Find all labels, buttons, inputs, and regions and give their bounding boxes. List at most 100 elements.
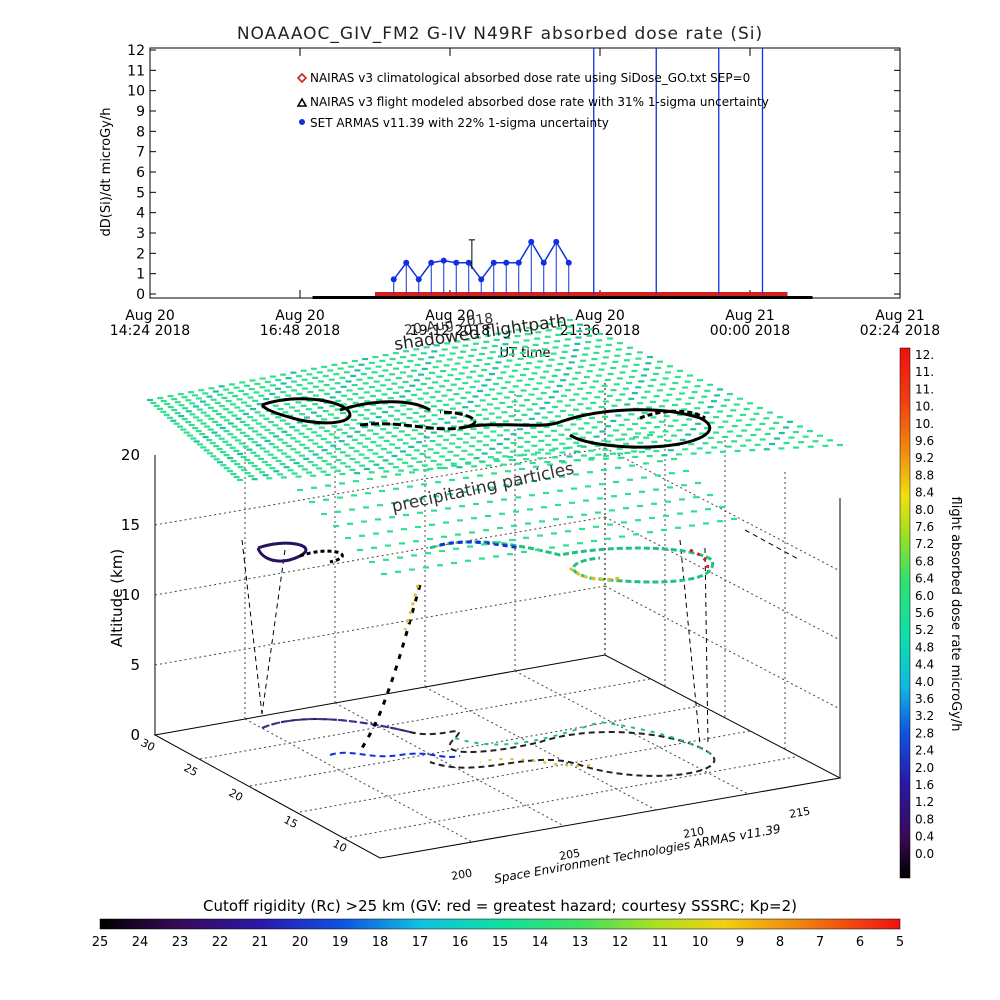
bottom-colorbar-tick: 11 xyxy=(652,935,669,950)
svg-text:10: 10 xyxy=(331,837,349,855)
x-tick-label-time: 16:48 2018 xyxy=(260,323,340,339)
svg-text:215: 215 xyxy=(788,805,811,821)
floor-x-ticks: 30 25 20 15 10 xyxy=(139,736,349,855)
bottom-colorbar-tick: 12 xyxy=(612,935,629,950)
right-colorbar-tick: 7.2 xyxy=(915,537,934,551)
y-tick-label: 12 xyxy=(127,43,145,59)
y-tick-label: 0 xyxy=(136,287,145,303)
right-colorbar-tick: 2.4 xyxy=(915,744,934,758)
right-colorbar-tick: 2.0 xyxy=(915,761,934,775)
right-colorbar-tick: 6.4 xyxy=(915,572,934,586)
bottom-colorbar-tick: 19 xyxy=(332,935,349,950)
y-tick-label: 2 xyxy=(136,246,145,262)
right-colorbar-tick: 8.8 xyxy=(915,468,934,482)
floor-flightpath xyxy=(261,718,716,777)
right-colorbar-tick: 5.6 xyxy=(915,606,934,620)
legend-item-3: SET ARMAS v11.39 with 22% 1-sigma uncert… xyxy=(310,116,609,130)
svg-text:210: 210 xyxy=(682,825,705,841)
x-tick-label-date: Aug 20 xyxy=(425,308,475,324)
svg-text:25: 25 xyxy=(182,761,200,779)
legend-circle-icon xyxy=(299,119,305,125)
x-tick-label-date: Aug 21 xyxy=(725,308,775,324)
bottom-colorbar-tick: 5 xyxy=(896,935,904,950)
svg-text:10: 10 xyxy=(121,586,140,604)
bottom-colorbar-tick: 25 xyxy=(92,935,109,950)
x-tick-label-date: Aug 21 xyxy=(875,308,925,324)
svg-text:15: 15 xyxy=(282,813,300,831)
armas-line xyxy=(393,240,570,281)
svg-text:30: 30 xyxy=(139,736,157,754)
bottom-colorbar-tick: 17 xyxy=(412,935,429,950)
x-tick-label-date: Aug 20 xyxy=(275,308,325,324)
svg-text:5: 5 xyxy=(130,656,140,674)
legend-triangle-icon xyxy=(296,97,308,107)
right-colorbar-label: flight absorbed dose rate microGy/h xyxy=(948,497,963,732)
top-plane-flightpath xyxy=(260,397,712,449)
legend-item-1: NAIRAS v3 climatological absorbed dose r… xyxy=(310,71,750,85)
right-colorbar-tick: 10. xyxy=(915,400,934,414)
right-colorbar-tick: 5.2 xyxy=(915,623,934,637)
bottom-colorbar-ticks: 25 24 23 22 21 20 19 18 17 16 15 14 13 12 11 10 9 8 7 6 5 xyxy=(92,935,904,950)
bottom-colorbar-tick: 6 xyxy=(856,935,864,950)
y-tick-label: 10 xyxy=(127,84,145,100)
bottom-colorbar-tick: 23 xyxy=(172,935,189,950)
right-colorbar-tick: 9.6 xyxy=(915,434,934,448)
right-colorbar-tick: 8.4 xyxy=(915,486,934,500)
y-tick-label: 11 xyxy=(127,63,145,79)
z-axis-label: Altitude (km) xyxy=(108,549,126,647)
y-tick-label: 1 xyxy=(136,267,145,283)
y-tick-label: 3 xyxy=(136,226,145,242)
right-colorbar-tick: 0.4 xyxy=(915,830,934,844)
bottom-colorbar-tick: 13 xyxy=(572,935,589,950)
bottom-colorbar-tick: 22 xyxy=(212,935,229,950)
top-y-axis-label: dD(Si)/dt microGy/h xyxy=(99,108,114,237)
top-series xyxy=(312,48,813,299)
right-colorbar-tick: 1.6 xyxy=(915,778,934,792)
right-colorbar-tick: 6.8 xyxy=(915,554,934,568)
bottom-colorbar-tick: 7 xyxy=(816,935,824,950)
right-colorbar-strip xyxy=(899,347,911,879)
bottom-colorbar-tick: 8 xyxy=(776,935,784,950)
nairas-flight-series xyxy=(312,296,813,299)
bottom-colorbar-tick: 16 xyxy=(452,935,469,950)
back-wall xyxy=(154,380,841,778)
right-colorbar-tick: 9.2 xyxy=(915,451,934,465)
bottom-colorbar-tick: 9 xyxy=(736,935,744,950)
x-tick-label-time: 02:24 2018 xyxy=(860,323,940,339)
right-colorbar-tick: 3.2 xyxy=(915,709,934,723)
bottom-colorbar-tick: 14 xyxy=(532,935,549,950)
bottom-colorbar-tick: 18 xyxy=(372,935,389,950)
bottom-colorbar-tick: 24 xyxy=(132,935,149,950)
right-colorbar-tick: 0.8 xyxy=(915,812,934,826)
right-colorbar-tick: 1.2 xyxy=(915,795,934,809)
right-colorbar-tick: 11. xyxy=(915,382,934,396)
chart-title: NOAAAOC_GIV_FM2 G-IV N49RF absorbed dose… xyxy=(236,24,764,44)
right-colorbar-tick: 7.6 xyxy=(915,520,934,534)
x-tick-label-date: Aug 20 xyxy=(575,308,625,324)
x-tick-label-time: 21:36 2018 xyxy=(560,323,640,339)
right-colorbar-tick: 11. xyxy=(915,365,934,379)
top-legend: NAIRAS v3 climatological absorbed dose r… xyxy=(296,71,769,130)
nairas-climatological-series xyxy=(375,292,788,296)
right-colorbar-ticks: 12. 11. 11. 10. 10. 9.6 9.2 8.8 8.4 8.0 7.6 7.2 6.8 6… xyxy=(915,348,934,861)
x-tick-label-date: Aug 20 xyxy=(125,308,175,324)
svg-text:0: 0 xyxy=(130,726,140,744)
svg-text:20: 20 xyxy=(227,786,245,804)
descent-lines xyxy=(241,529,801,746)
z-axis-ticks: 0 5 10 15 20 xyxy=(121,446,140,744)
x-tick-label-time: 19:12 2018 xyxy=(410,323,490,339)
bottom-colorbar-tick: 21 xyxy=(252,935,269,950)
svg-text:15: 15 xyxy=(121,516,140,534)
right-colorbar-tick: 12. xyxy=(915,348,934,362)
right-colorbar-tick: 6.0 xyxy=(915,589,934,603)
right-colorbar-tick: 0.0 xyxy=(915,847,934,861)
right-colorbar-tick: 2.8 xyxy=(915,726,934,740)
right-colorbar-tick: 4.8 xyxy=(915,640,934,654)
bottom-colorbar-tick: 10 xyxy=(692,935,709,950)
